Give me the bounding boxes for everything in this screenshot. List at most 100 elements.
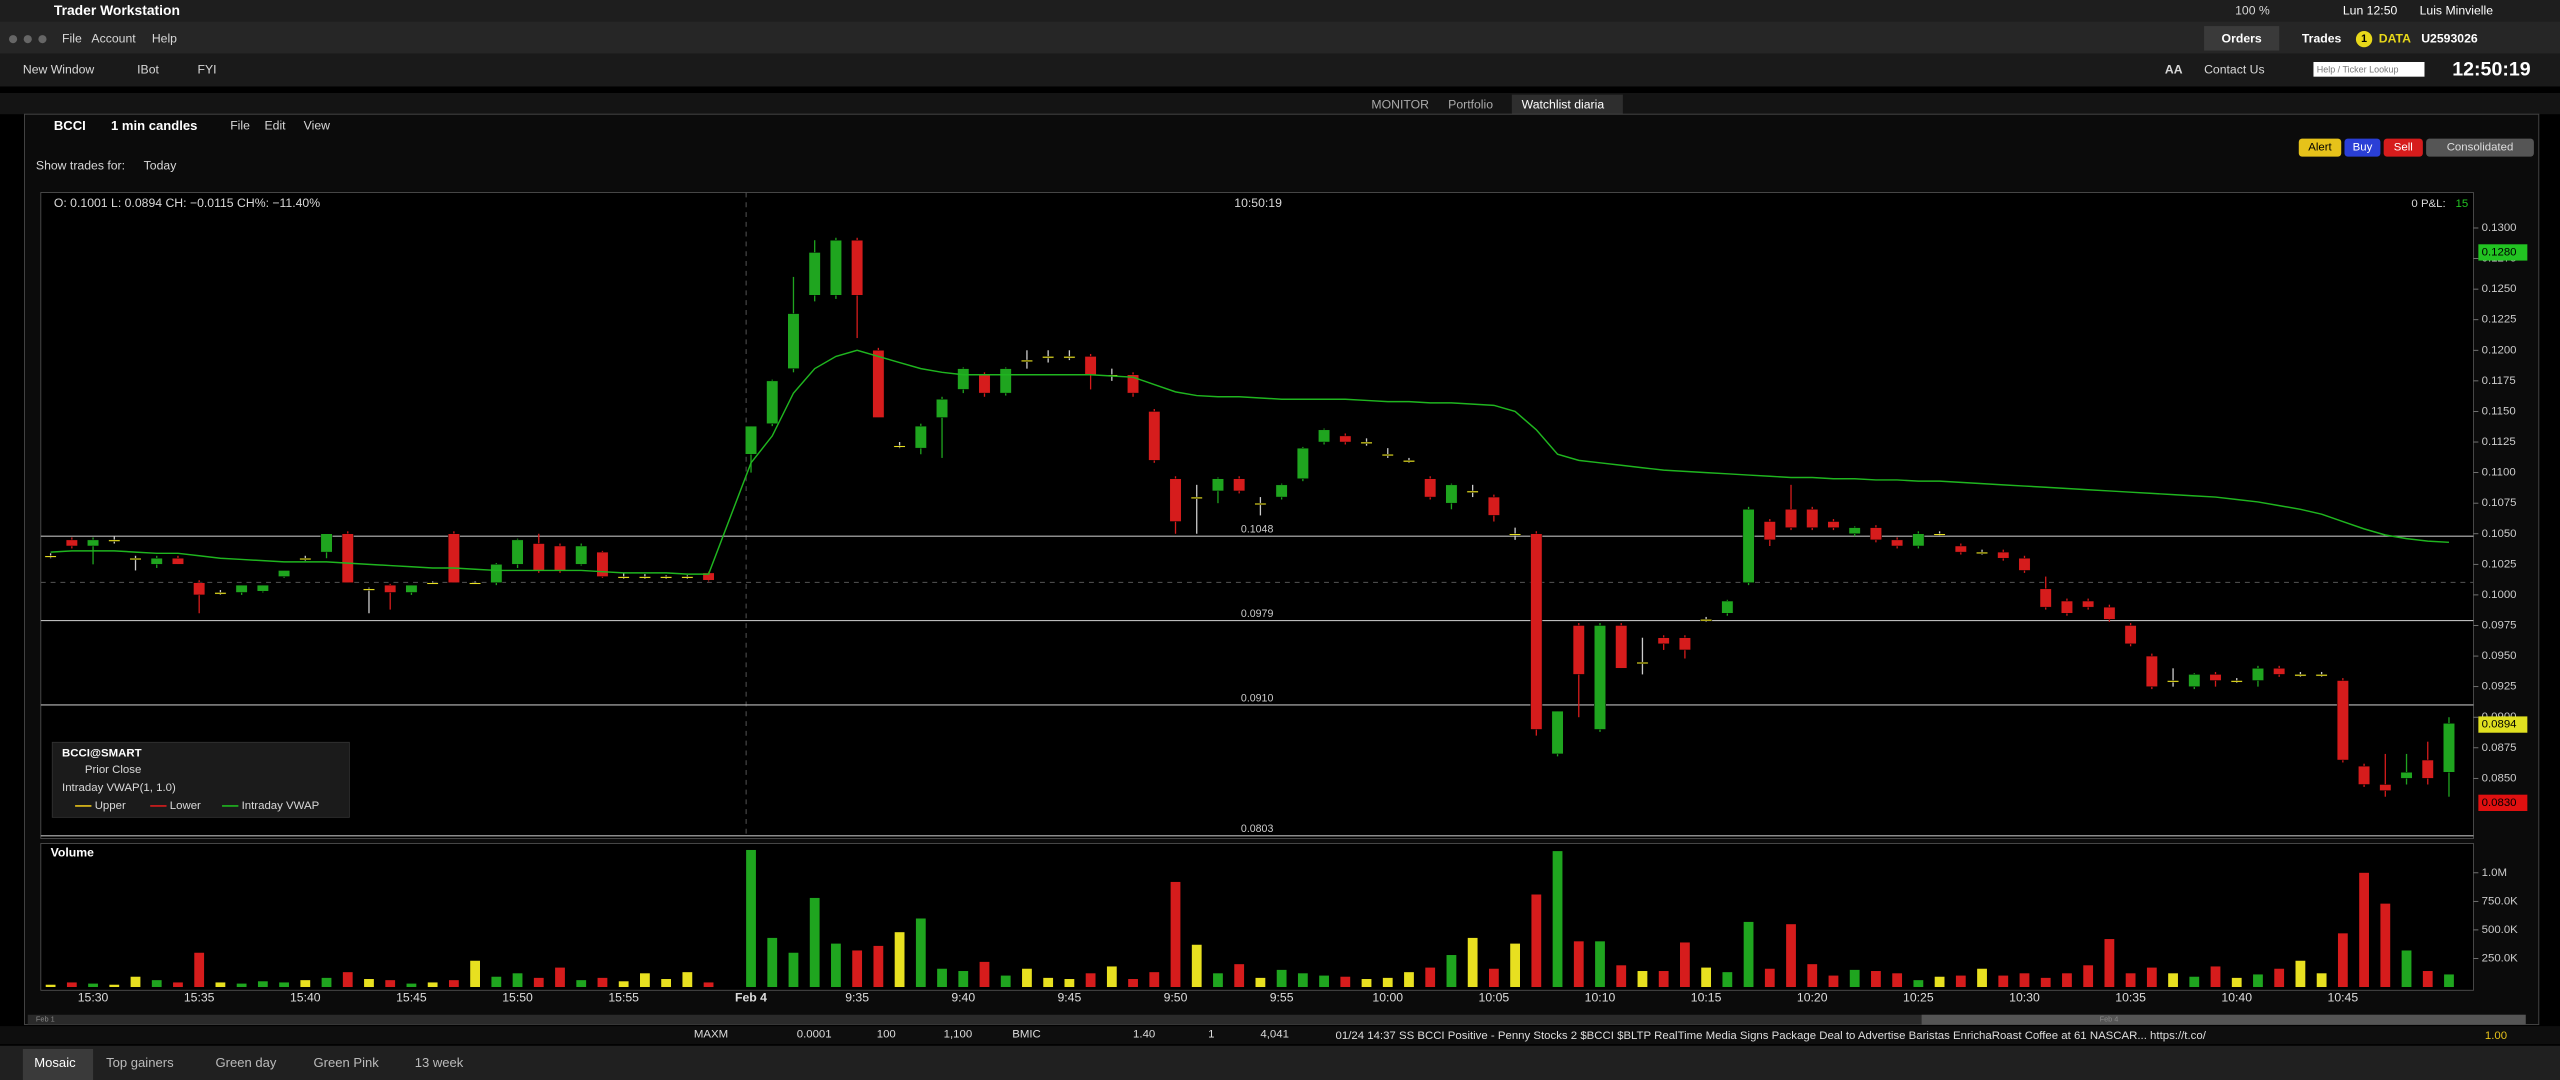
candle-body <box>1169 478 1182 522</box>
candle-body <box>914 425 927 449</box>
volume-bar <box>555 967 565 988</box>
candle-body <box>256 584 269 592</box>
volume-bar <box>2274 968 2285 988</box>
y-tick-label: 0.1000 <box>2482 589 2517 601</box>
volume-bar <box>1722 972 1733 988</box>
search-box[interactable] <box>2313 61 2425 77</box>
price-marker-label: 0.1280 <box>2482 246 2517 258</box>
order-button[interactable] <box>2426 138 2534 157</box>
candle-body <box>2379 784 2392 791</box>
candle-body <box>745 425 757 455</box>
volume-bar <box>1106 966 1117 988</box>
candle-body <box>1190 496 1203 499</box>
font-size-button[interactable]: AA <box>2165 62 2183 76</box>
volume-bar <box>1892 973 1903 988</box>
bottom-tab[interactable]: Green day <box>216 1055 277 1070</box>
volume-bar <box>1467 937 1478 988</box>
cursor-time: 10:50:19 <box>1234 196 1282 210</box>
chart-menu[interactable]: File <box>230 119 250 133</box>
ticker-cell: 4,041 <box>1260 1028 1289 1040</box>
candle-body <box>1403 460 1415 463</box>
window-dot <box>23 35 32 44</box>
menu-item[interactable]: Account <box>91 31 136 45</box>
y-tick-label: 0.1250 <box>2482 283 2517 295</box>
order-button[interactable] <box>2298 138 2342 157</box>
volume-bar <box>1382 977 1393 988</box>
bottom-tab[interactable]: 13 week <box>415 1055 464 1070</box>
tab[interactable]: Portfolio <box>1448 97 1493 111</box>
chart-menu[interactable]: View <box>304 119 330 133</box>
toolbar-button[interactable]: IBot <box>137 62 159 76</box>
volume-bar <box>1531 894 1542 988</box>
ticker-cell: 1 <box>1208 1028 1214 1040</box>
candle-body <box>1742 509 1755 583</box>
candle-body <box>341 533 354 583</box>
volume-bar <box>512 973 523 988</box>
volume-bar <box>682 972 693 988</box>
y-tick-label: 0.1050 <box>2482 528 2517 540</box>
bottom-tab[interactable]: Green Pink <box>313 1055 379 1070</box>
volume-bar <box>1828 975 1839 988</box>
x-tick-label: 9:50 <box>1164 991 1188 1005</box>
order-button[interactable] <box>2344 138 2381 157</box>
y-tick-label: 0.0850 <box>2482 772 2517 784</box>
candle-body <box>1445 484 1458 504</box>
volume-bar <box>491 976 502 988</box>
candle-body <box>1275 484 1288 498</box>
volume-bar <box>2168 973 2178 988</box>
y-tick-label: 500.0K <box>2482 924 2519 936</box>
volume-bar <box>2359 872 2369 988</box>
candle-body <box>363 588 375 591</box>
tab[interactable]: Watchlist diaria <box>1522 97 1605 111</box>
volume-bar <box>852 950 863 988</box>
tab[interactable]: MONITOR <box>1371 97 1429 111</box>
x-tick-label: 15:30 <box>78 991 109 1005</box>
menu-item[interactable]: File <box>62 31 82 45</box>
candle-body <box>384 584 397 593</box>
y-tick-label: 0.0875 <box>2482 742 2517 754</box>
toolbar-button[interactable]: New Window <box>23 62 95 76</box>
toolbar-button[interactable]: FYI <box>198 62 217 76</box>
y-tick-label: 0.1125 <box>2482 436 2516 448</box>
scrollbar <box>27 1014 2526 1025</box>
period-select[interactable]: Today <box>144 159 178 173</box>
volume-bar <box>1871 971 1881 988</box>
candle-body <box>1381 454 1394 457</box>
chart-menu[interactable]: Edit <box>264 119 286 133</box>
candle-body <box>1148 411 1161 461</box>
candle-body <box>214 592 227 595</box>
bottom-tab[interactable]: Top gainers <box>106 1055 174 1070</box>
volume-bar <box>2316 973 2327 988</box>
volume-bar <box>1170 881 1181 988</box>
volume-bar <box>2295 960 2306 988</box>
menu-item[interactable]: Help <box>152 31 177 45</box>
bottom-tab[interactable]: Mosaic <box>34 1055 76 1070</box>
news-value: 1.00 <box>2485 1030 2507 1042</box>
contact-link[interactable]: Contact Us <box>2204 62 2265 76</box>
candle-body <box>65 539 78 547</box>
legend-title: BCCI@SMART <box>62 748 142 760</box>
volume-bar <box>618 981 629 988</box>
y-tick-label: 0.1175 <box>2482 375 2516 387</box>
volume-bar <box>215 982 226 988</box>
user-name: Luis Minvielle <box>2420 4 2494 18</box>
volume-bar <box>1552 851 1563 988</box>
volume-bar <box>470 960 480 988</box>
legend-entry: Upper <box>95 800 126 812</box>
candle-body <box>1700 619 1713 622</box>
candle-body <box>1848 527 1861 535</box>
volume-bar <box>2210 966 2221 988</box>
account-id: U2593026 <box>2421 31 2478 45</box>
data-label: DATA <box>2379 31 2411 45</box>
x-tick-label: 10:15 <box>1691 991 1722 1005</box>
orders-button[interactable] <box>2204 26 2280 51</box>
trades-label[interactable]: Trades <box>2302 31 2342 45</box>
candle-body <box>44 555 57 558</box>
order-button[interactable] <box>2383 138 2423 157</box>
candle-body <box>490 564 503 583</box>
ohlc-info: O: 0.1001 L: 0.0894 CH: −0.0115 CH%: −11… <box>54 196 320 210</box>
volume-bar <box>873 945 884 988</box>
volume-bar <box>915 918 926 988</box>
volume-bar <box>1573 941 1584 988</box>
